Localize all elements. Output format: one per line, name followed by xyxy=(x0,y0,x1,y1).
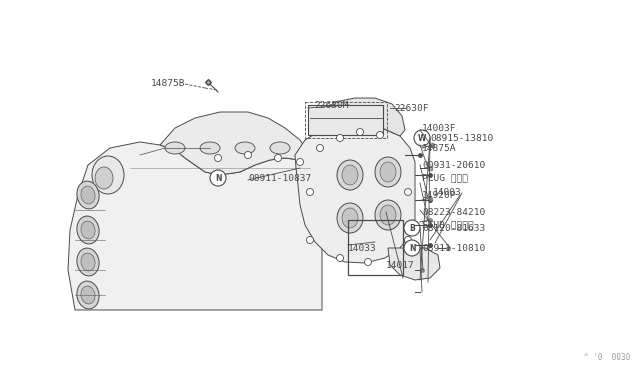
PathPatch shape xyxy=(295,126,415,263)
Text: 08120-81633: 08120-81633 xyxy=(422,224,485,232)
Text: 22630F: 22630F xyxy=(394,103,429,112)
Circle shape xyxy=(210,170,226,186)
Ellipse shape xyxy=(165,142,185,154)
Circle shape xyxy=(365,259,371,266)
Ellipse shape xyxy=(81,253,95,271)
Ellipse shape xyxy=(342,165,358,185)
Circle shape xyxy=(275,154,282,161)
Ellipse shape xyxy=(77,216,99,244)
Ellipse shape xyxy=(81,286,95,304)
Ellipse shape xyxy=(92,156,124,194)
Circle shape xyxy=(296,158,303,166)
Text: 14920P: 14920P xyxy=(422,190,456,199)
Ellipse shape xyxy=(380,205,396,225)
PathPatch shape xyxy=(68,142,322,310)
Text: 14875B: 14875B xyxy=(150,78,185,87)
Circle shape xyxy=(404,189,412,196)
Ellipse shape xyxy=(235,142,255,154)
Text: N: N xyxy=(409,244,415,253)
Circle shape xyxy=(404,220,420,236)
Text: 22630M: 22630M xyxy=(314,100,349,109)
Circle shape xyxy=(356,128,364,135)
Ellipse shape xyxy=(270,142,290,154)
Ellipse shape xyxy=(77,281,99,309)
Text: 14033: 14033 xyxy=(348,244,377,253)
Circle shape xyxy=(317,144,323,151)
Ellipse shape xyxy=(380,162,396,182)
Ellipse shape xyxy=(77,248,99,276)
Circle shape xyxy=(214,154,221,161)
Text: 14017: 14017 xyxy=(386,260,415,269)
Circle shape xyxy=(414,130,430,146)
Text: 08223-84210: 08223-84210 xyxy=(422,208,485,217)
Text: STUD スタッド: STUD スタッド xyxy=(422,221,474,230)
PathPatch shape xyxy=(318,98,405,136)
Bar xyxy=(308,105,383,135)
Text: 08911-10837: 08911-10837 xyxy=(248,173,311,183)
Ellipse shape xyxy=(337,203,363,233)
Circle shape xyxy=(307,189,314,196)
Ellipse shape xyxy=(200,142,220,154)
Ellipse shape xyxy=(337,160,363,190)
Text: 08915-13810: 08915-13810 xyxy=(430,134,493,142)
Text: 14003: 14003 xyxy=(433,187,462,196)
PathPatch shape xyxy=(160,112,310,175)
Ellipse shape xyxy=(375,200,401,230)
Text: 14875A: 14875A xyxy=(422,144,456,153)
Circle shape xyxy=(404,237,412,244)
Bar xyxy=(305,102,387,138)
Text: W: W xyxy=(418,134,426,142)
Circle shape xyxy=(307,237,314,244)
Bar xyxy=(348,220,403,275)
Ellipse shape xyxy=(95,167,113,189)
Text: PLUG プラグ: PLUG プラグ xyxy=(422,173,468,183)
Circle shape xyxy=(376,131,383,138)
Text: 00931-20610: 00931-20610 xyxy=(422,160,485,170)
Ellipse shape xyxy=(375,157,401,187)
Text: 08911-10810: 08911-10810 xyxy=(422,244,485,253)
Circle shape xyxy=(337,135,344,141)
Text: N: N xyxy=(215,173,221,183)
Circle shape xyxy=(244,151,252,158)
Text: ^ '0  0030: ^ '0 0030 xyxy=(584,353,630,362)
Text: 14003F: 14003F xyxy=(422,124,456,132)
Circle shape xyxy=(337,254,344,262)
Ellipse shape xyxy=(342,208,358,228)
PathPatch shape xyxy=(388,248,440,280)
Ellipse shape xyxy=(81,186,95,204)
Text: B: B xyxy=(409,224,415,232)
Circle shape xyxy=(404,240,420,256)
Ellipse shape xyxy=(77,181,99,209)
Ellipse shape xyxy=(81,221,95,239)
